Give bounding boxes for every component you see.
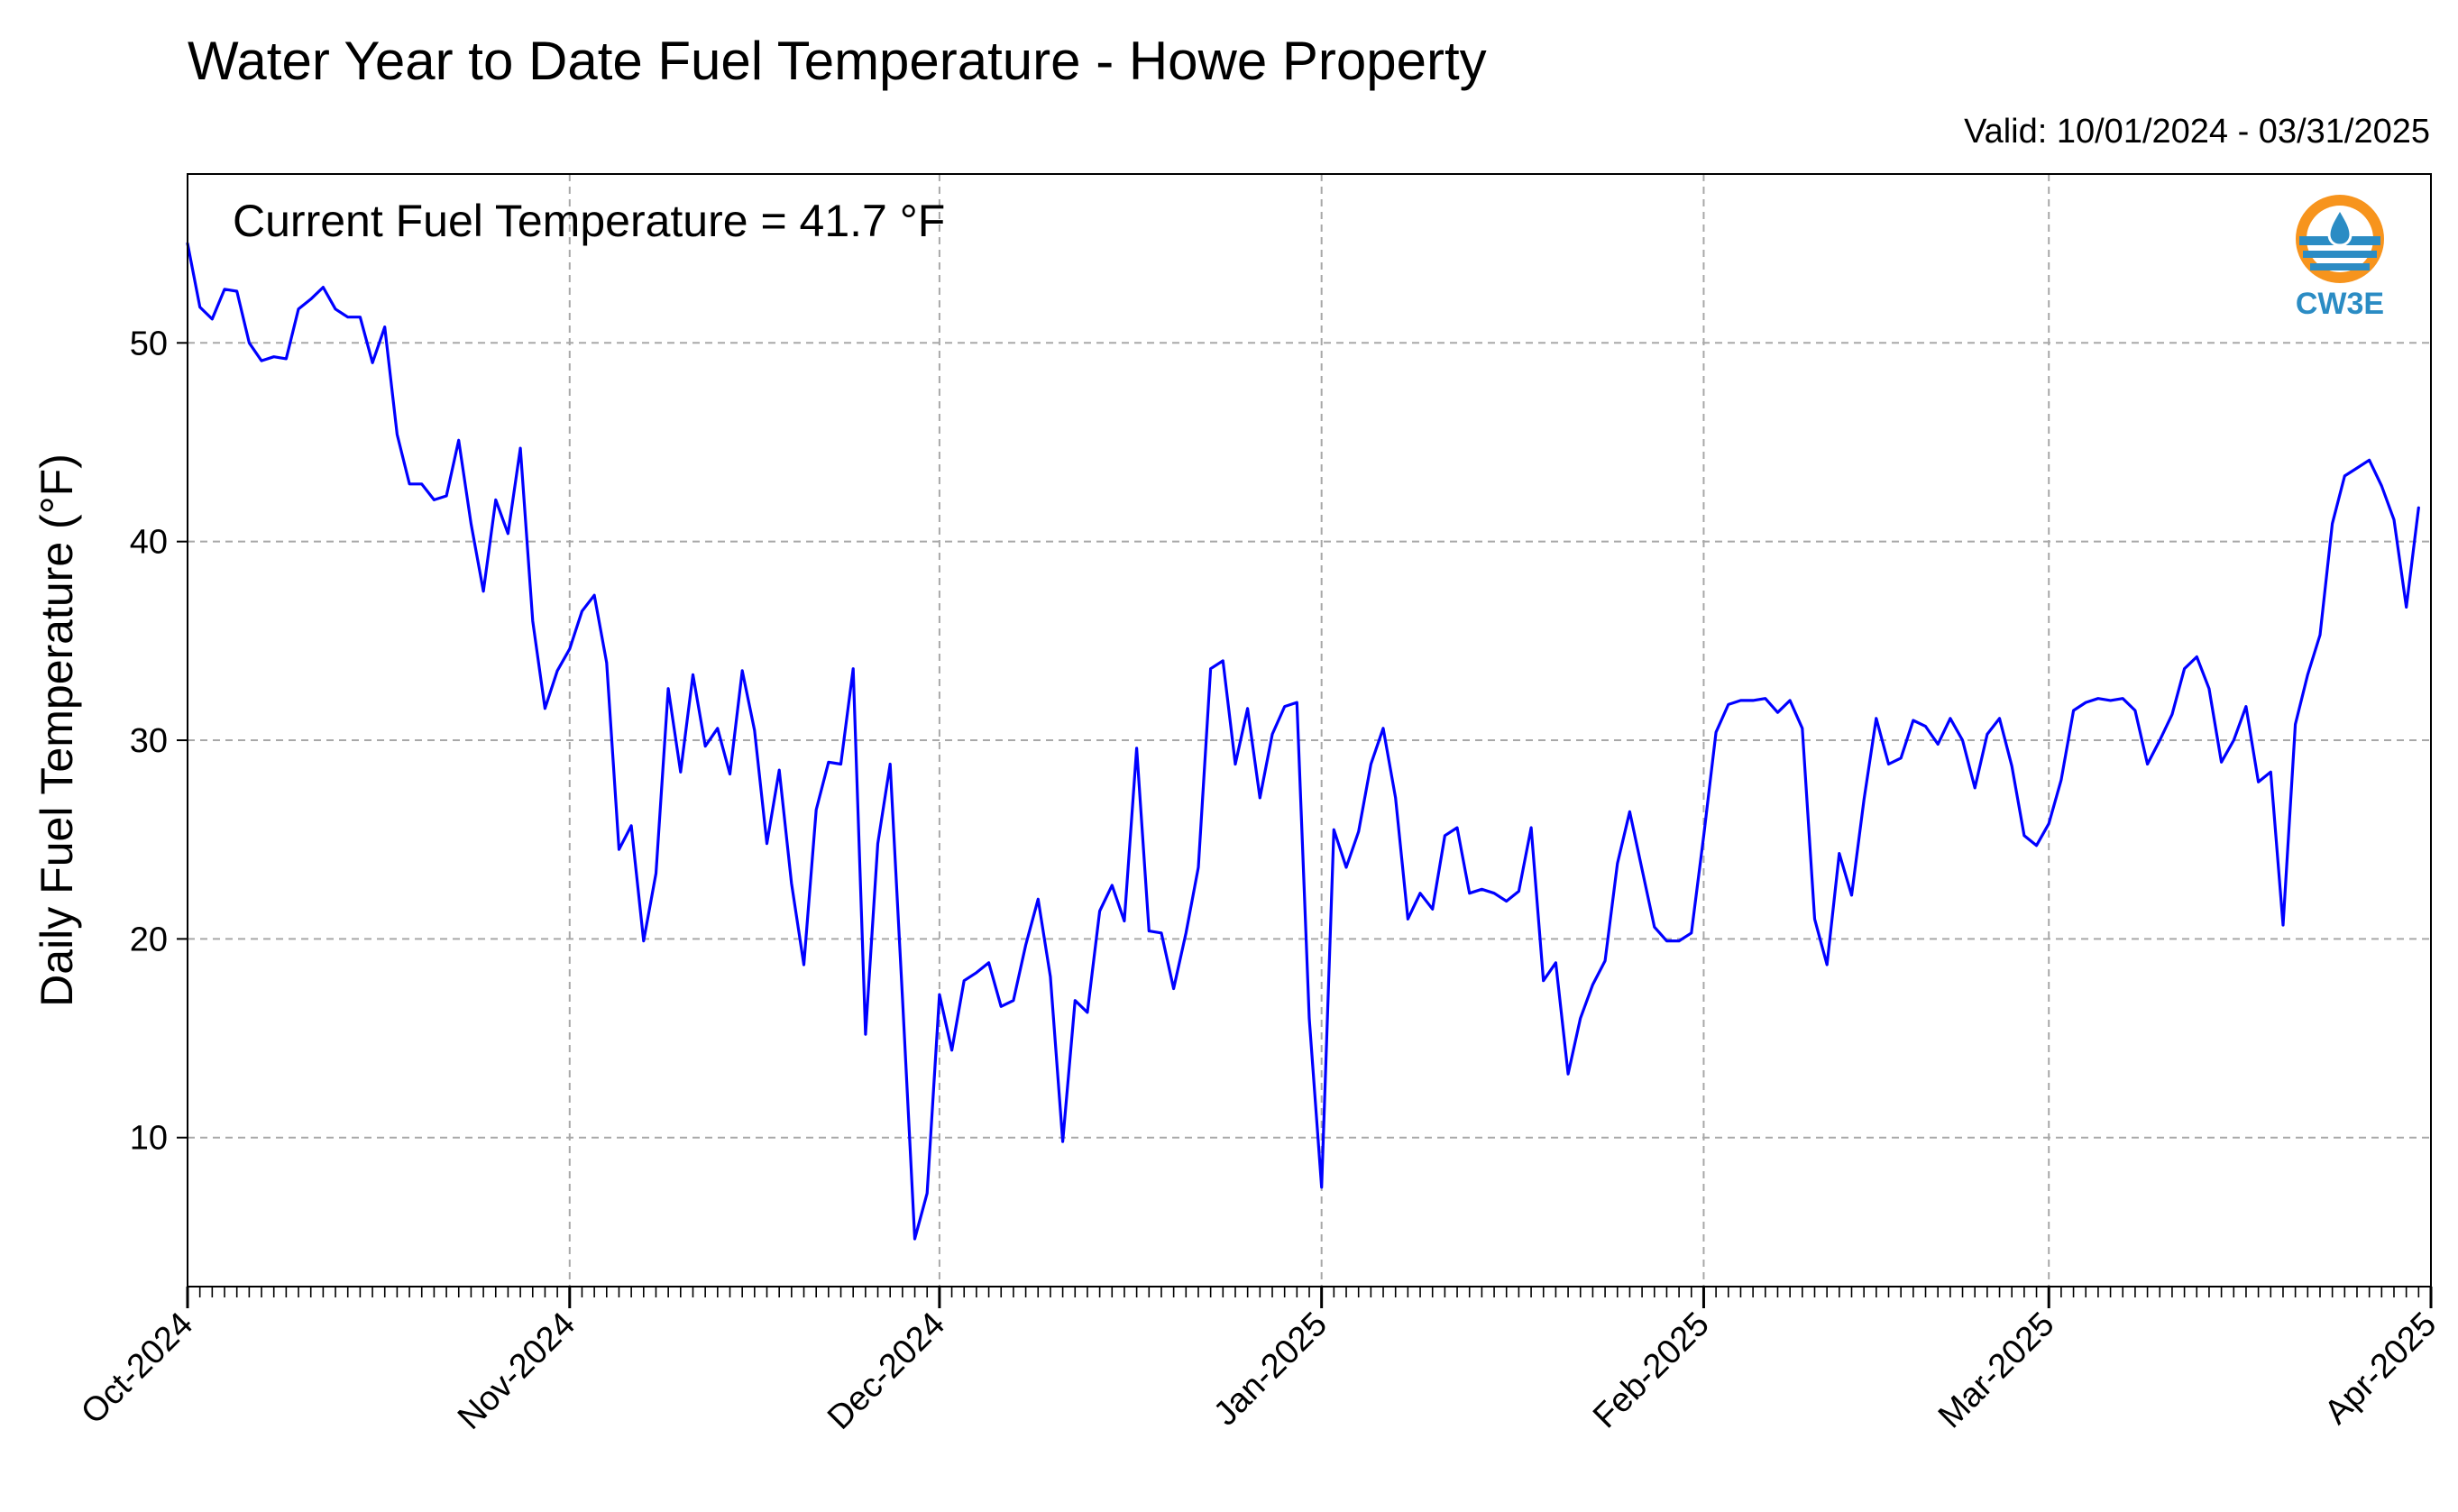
current-fuel-temperature-annotation: Current Fuel Temperature = 41.7 °F	[233, 196, 945, 246]
water-drop-icon	[2327, 206, 2353, 247]
chart-title: Water Year to Date Fuel Temperature - Ho…	[188, 31, 1487, 91]
x-tick-label: Mar-2025	[1931, 1306, 2062, 1436]
x-tick-label: Jan-2025	[1206, 1306, 1334, 1434]
series-line-fuel-temperature	[186, 242, 2420, 1241]
x-tick-label: Dec-2024	[821, 1306, 952, 1437]
x-tick-label: Nov-2024	[451, 1306, 582, 1437]
x-tick-label: Feb-2025	[1586, 1306, 1717, 1436]
logo-blue-waves	[2299, 236, 2380, 270]
series-layer	[186, 242, 2420, 1241]
grid-lines	[188, 174, 2431, 1287]
logo-text: CW3E	[2296, 287, 2384, 321]
x-tick-label: Apr-2025	[2317, 1306, 2444, 1432]
cw3e-logo: CW3E	[2281, 189, 2398, 325]
y-tick-label: 50	[130, 325, 168, 362]
y-tick-label: 40	[130, 524, 168, 562]
y-tick-label: 30	[130, 722, 168, 760]
x-axis: Oct-2024 Nov-2024 Dec-2024 Jan-2025 Feb-2025…	[74, 1287, 2444, 1437]
x-tick-label: Oct-2024	[74, 1306, 200, 1432]
plot-frame	[187, 173, 2432, 1287]
valid-date-range: Valid: 10/01/2024 - 03/31/2025	[1964, 113, 2430, 151]
y-tick-label: 20	[130, 921, 168, 958]
y-axis: 10 20 30 40 50	[130, 325, 188, 1158]
y-tick-label: 10	[130, 1120, 168, 1158]
y-axis-label: Daily Fuel Temperature (°F)	[32, 454, 82, 1007]
